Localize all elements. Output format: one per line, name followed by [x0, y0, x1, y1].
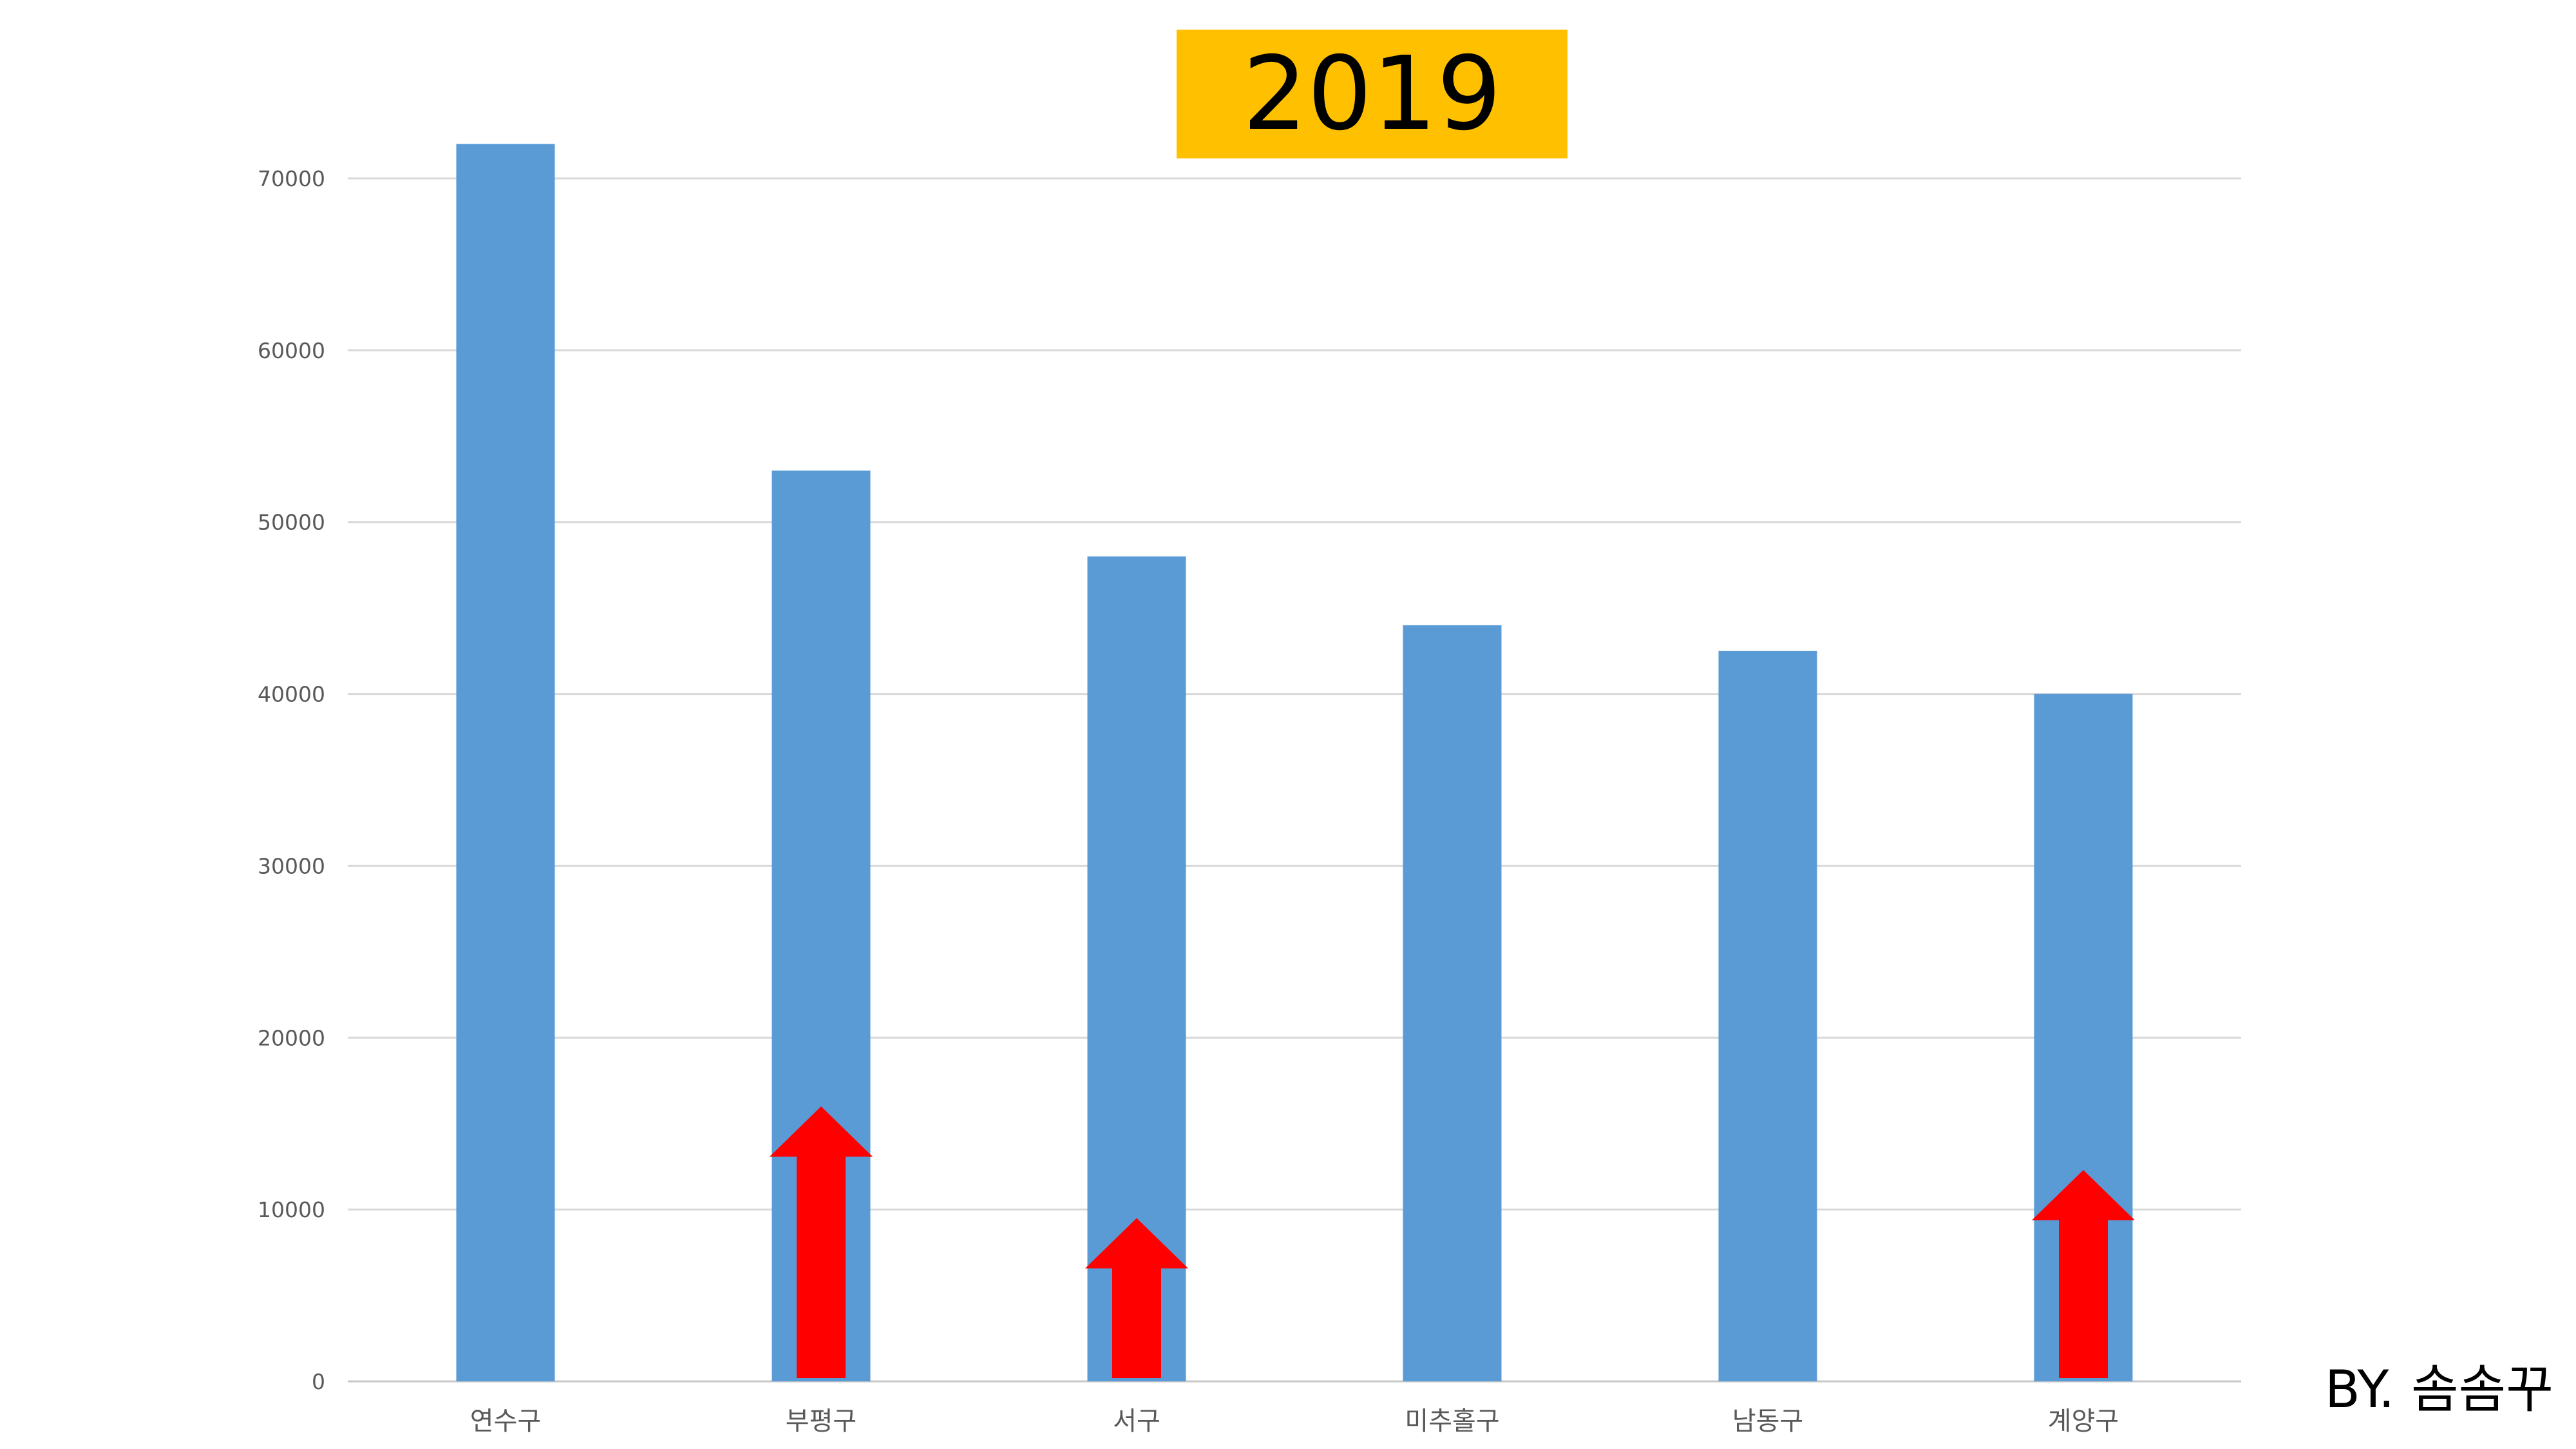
bar — [1403, 625, 1502, 1381]
x-tick-label: 계양구 — [2048, 1406, 2119, 1436]
y-tick-label: 30000 — [258, 853, 325, 878]
x-axis-tick-labels: 연수구 부평구 서구 미추홀구 남동구 계양구 — [470, 1406, 2119, 1436]
annotation-arrows — [770, 1106, 2135, 1378]
y-tick-label: 60000 — [258, 338, 325, 363]
y-tick-label: 20000 — [258, 1025, 325, 1050]
bars — [456, 144, 2133, 1382]
bar — [1718, 650, 1817, 1381]
chart-title-box: 2019 — [1177, 30, 1567, 158]
y-tick-label: 10000 — [258, 1197, 325, 1222]
red-up-arrow — [770, 1106, 873, 1378]
x-tick-label: 부평구 — [786, 1406, 857, 1436]
bar — [456, 144, 555, 1382]
x-tick-label: 서구 — [1113, 1406, 1160, 1436]
x-tick-label: 남동구 — [1732, 1406, 1803, 1436]
y-axis-tick-labels: 0 10000 20000 30000 40000 50000 60000 70000 — [258, 166, 325, 1394]
x-tick-label: 연수구 — [470, 1406, 541, 1436]
y-tick-label: 70000 — [258, 166, 325, 191]
y-tick-label: 40000 — [258, 682, 325, 707]
grid-lines — [348, 177, 2241, 1383]
x-tick-label: 미추홀구 — [1405, 1406, 1499, 1436]
author-credit: BY. 솜솜꾸 — [2325, 1359, 2553, 1419]
red-up-arrow — [2032, 1170, 2135, 1378]
y-tick-label: 50000 — [258, 510, 325, 535]
red-up-arrow — [1085, 1218, 1188, 1378]
y-tick-label: 0 — [312, 1369, 325, 1394]
chart-title: 2019 — [1242, 35, 1502, 153]
